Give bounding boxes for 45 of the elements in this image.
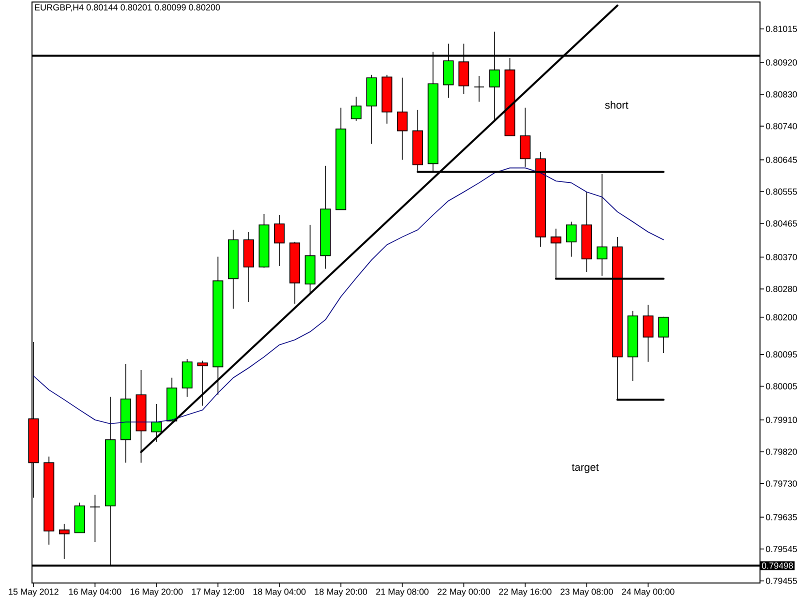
x-tick-label: 24 May 00:00 [622,588,674,597]
x-tick-label: 17 May 12:00 [192,588,244,597]
candlestick [642,304,654,362]
y-tick-label: 0.80280 [766,286,797,292]
x-tick-label: 22 May 16:00 [499,588,552,597]
y-tick-label: 0.80920 [766,59,797,66]
y-tick-label: 0.79820 [766,448,797,455]
y-tick-label: 0.80465 [766,220,797,227]
y-tick-label: 0.79545 [766,546,797,552]
x-tick-label: 16 May 20:00 [130,588,183,597]
candlestick [520,107,531,168]
y-tick-label: 0.79910 [766,416,797,423]
candlestick [151,404,162,442]
x-tick-label: 21 May 08:00 [376,588,429,597]
y-tick-label: 0.80005 [766,383,797,390]
annotation: short [605,100,628,109]
y-tick-label: 0.79635 [766,514,797,520]
chart-title: EURGBP,H4 0.80144 0.80201 0.80099 0.80200 [34,4,220,12]
candlestick [90,494,100,542]
x-tick-label: 16 May 04:00 [69,588,122,597]
y-tick-label: 0.80555 [766,188,797,195]
candlestick [197,360,208,406]
y-tick-label: 0.80370 [766,254,797,260]
candlestick [474,76,484,102]
y-tick-label: 0.80740 [766,123,797,130]
x-tick-label: 15 May 2012 [8,588,58,597]
x-tick-label: 18 May 20:00 [314,588,368,597]
candlestick [274,214,285,266]
candlestick [350,96,362,122]
y-tick-label: 0.80095 [766,351,797,358]
candlestick [396,77,408,160]
x-tick-label: 22 May 00:00 [438,588,490,597]
y-tick-label: 0.80830 [766,91,797,98]
candlestick [658,316,669,354]
y-tick-label: 0.79455 [766,578,797,584]
candlestick [566,221,577,258]
y-tick-label: 0.79730 [766,480,797,487]
x-tick-label: 23 May 08:00 [560,588,613,597]
x-tick-label: 18 May 04:00 [253,588,306,597]
candlestick [58,524,70,560]
y-tick-label: 0.80200 [766,314,797,320]
y-tick-label: 0.81015 [766,26,797,32]
ref-line-label: 0.79498 [762,562,793,569]
annotation: target [572,464,599,474]
y-tick-label: 0.80645 [766,156,797,163]
